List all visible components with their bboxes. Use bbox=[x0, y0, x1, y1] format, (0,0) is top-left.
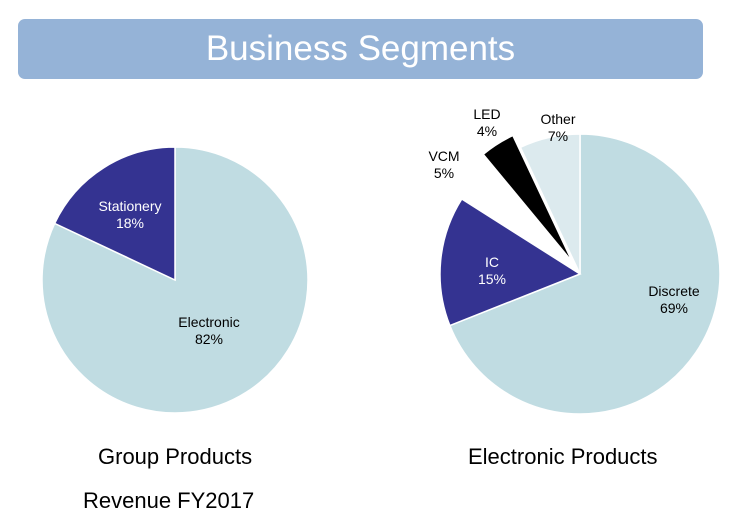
slice-label-stationery: Stationery 18% bbox=[98, 198, 161, 231]
electronic-products-pie: Discrete 69% IC 15% VCM 5% LED 4% Other 7% bbox=[428, 106, 721, 415]
pie-slice-other bbox=[519, 133, 581, 275]
group-products-pie: Electronic 82% Stationery 18% bbox=[41, 146, 309, 414]
revenue-subtitle: Revenue FY2017 bbox=[83, 488, 255, 513]
pie-slice-vcm bbox=[450, 155, 571, 266]
slice-label-vcm: VCM 5% bbox=[428, 148, 459, 181]
pie-slice-discrete bbox=[448, 133, 721, 415]
slice-label-other: Other 7% bbox=[540, 111, 575, 144]
slice-label-led: LED 4% bbox=[473, 106, 500, 139]
pie-slice-led bbox=[482, 134, 574, 263]
header-banner: Business Segments bbox=[18, 19, 703, 79]
pie-slice-stationery bbox=[53, 146, 176, 282]
pie-slice-ic bbox=[439, 197, 582, 327]
group-products-title: Group Products bbox=[98, 444, 253, 469]
slice-label-discrete: Discrete 69% bbox=[648, 283, 700, 316]
slice-label-electronic: Electronic 82% bbox=[178, 314, 239, 347]
electronic-products-title: Electronic Products bbox=[468, 444, 658, 469]
page-title: Business Segments bbox=[205, 29, 516, 68]
slice-label-ic: IC 15% bbox=[478, 254, 506, 287]
